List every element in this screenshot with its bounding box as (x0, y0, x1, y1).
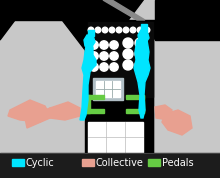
Polygon shape (155, 105, 172, 120)
Bar (0, 153, 220, 178)
Bar (148, 159, 160, 166)
Circle shape (95, 27, 101, 33)
Circle shape (90, 41, 98, 49)
Polygon shape (138, 30, 149, 44)
Text: Collective: Collective (96, 158, 144, 167)
Circle shape (137, 27, 143, 33)
Polygon shape (25, 108, 50, 128)
Polygon shape (162, 110, 192, 135)
Circle shape (135, 60, 145, 70)
Polygon shape (0, 20, 85, 153)
Polygon shape (50, 102, 80, 120)
Circle shape (123, 60, 133, 70)
Circle shape (123, 27, 129, 33)
Bar (86, 95, 104, 99)
Bar (126, 95, 144, 99)
Circle shape (100, 63, 108, 71)
Polygon shape (8, 100, 50, 122)
Bar (88, 30, 94, 36)
Polygon shape (155, 0, 220, 40)
Circle shape (135, 38, 145, 48)
Bar (82, 159, 94, 166)
Text: Pedals: Pedals (162, 158, 194, 167)
Circle shape (102, 27, 108, 33)
Bar (140, 95, 144, 113)
Polygon shape (62, 20, 155, 153)
Polygon shape (80, 40, 96, 120)
Bar (93, 78, 123, 100)
Polygon shape (84, 35, 95, 48)
Bar (12, 159, 24, 166)
Circle shape (123, 38, 133, 48)
Circle shape (123, 49, 133, 59)
Polygon shape (0, 0, 30, 40)
Circle shape (88, 27, 94, 33)
Circle shape (90, 52, 98, 60)
Polygon shape (103, 0, 145, 20)
Circle shape (110, 52, 118, 60)
Circle shape (100, 52, 108, 60)
Circle shape (116, 27, 122, 33)
Bar (88, 122, 143, 153)
Bar (88, 22, 153, 97)
Circle shape (110, 63, 118, 71)
Bar (126, 109, 144, 113)
Circle shape (109, 27, 115, 33)
Text: Cyclic: Cyclic (26, 158, 55, 167)
Circle shape (90, 63, 98, 71)
Circle shape (130, 27, 136, 33)
Polygon shape (134, 40, 150, 118)
Polygon shape (130, 0, 220, 153)
Bar (96, 81, 120, 97)
Bar (86, 109, 104, 113)
Circle shape (135, 49, 145, 59)
Bar (141, 24, 147, 31)
Polygon shape (0, 0, 62, 20)
Circle shape (100, 41, 108, 49)
Polygon shape (155, 40, 215, 153)
Bar (86, 95, 90, 113)
Circle shape (144, 27, 150, 33)
Circle shape (110, 41, 118, 49)
